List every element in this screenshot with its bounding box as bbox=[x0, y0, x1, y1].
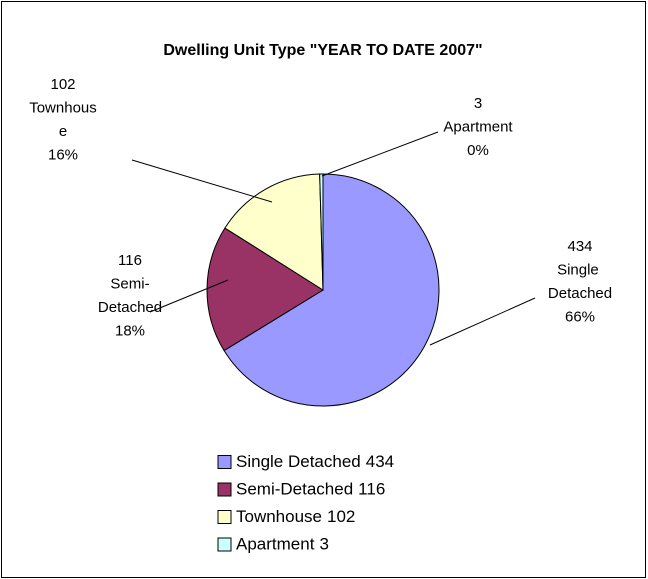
legend-value: 116 bbox=[358, 480, 385, 499]
data-label-name: Single Detached bbox=[548, 262, 612, 303]
data-label-percent: 0% bbox=[467, 142, 489, 159]
data-label-percent: 18% bbox=[115, 323, 145, 340]
data-label-percent: 66% bbox=[565, 309, 595, 326]
chart-title: Dwelling Unit Type "YEAR TO DATE 2007" bbox=[163, 42, 482, 59]
legend-value: 102 bbox=[327, 507, 355, 526]
leader-line bbox=[429, 297, 536, 346]
label-line: Detached bbox=[98, 299, 162, 316]
label-line: Semi- bbox=[110, 276, 149, 293]
data-label-name: Semi- Detached bbox=[98, 276, 162, 317]
data-label-name: Townhous e bbox=[29, 100, 97, 141]
label-line: Single bbox=[557, 262, 603, 279]
data-label-value: 434 bbox=[567, 238, 592, 255]
label-line: e bbox=[59, 123, 67, 140]
data-label-value: 102 bbox=[50, 76, 75, 93]
leader-line bbox=[321, 131, 439, 177]
pie-slice bbox=[319, 173, 324, 291]
leader-line bbox=[131, 159, 273, 203]
legend-label: Townhouse 102 bbox=[236, 507, 355, 526]
legend-swatch bbox=[217, 510, 232, 524]
legend-name: Semi-Detached bbox=[236, 480, 353, 499]
legend-name: Apartment bbox=[236, 535, 315, 554]
legend-label: Apartment 3 bbox=[236, 535, 329, 554]
legend-name: Townhouse bbox=[236, 507, 322, 526]
legend-label: Single Detached 434 bbox=[236, 452, 394, 471]
label-line: Apartment bbox=[443, 119, 513, 136]
legend-label: Semi-Detached 116 bbox=[236, 480, 385, 499]
data-label-value: 3 bbox=[474, 95, 482, 112]
pie-slice bbox=[224, 173, 324, 291]
legend-name: Single Detached bbox=[236, 452, 361, 471]
data-label-percent: 16% bbox=[48, 147, 78, 164]
data-label-name: Apartment bbox=[443, 119, 513, 136]
pie-slice bbox=[223, 173, 440, 407]
legend-swatch bbox=[217, 537, 232, 552]
pie-slice bbox=[206, 227, 324, 352]
legend-swatch bbox=[217, 482, 232, 497]
leader-line bbox=[149, 279, 229, 313]
label-line: Detached bbox=[548, 285, 612, 302]
legend-value: 434 bbox=[366, 452, 394, 471]
label-line: Townhous bbox=[29, 100, 97, 117]
data-label-value: 116 bbox=[118, 252, 142, 269]
legend-value: 3 bbox=[319, 535, 328, 554]
legend-swatch bbox=[217, 455, 232, 469]
